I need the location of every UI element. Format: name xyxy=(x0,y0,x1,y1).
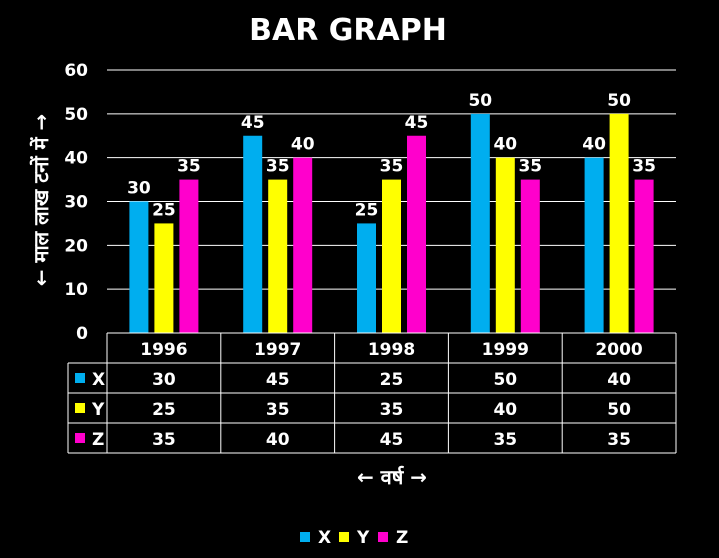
data-label: 40 xyxy=(493,135,517,155)
x-tick-label: 1996 xyxy=(140,340,187,360)
table-cell: 25 xyxy=(152,400,176,420)
legend-swatch xyxy=(339,532,349,542)
table-cell: 35 xyxy=(380,400,404,420)
data-label: 35 xyxy=(177,157,201,177)
data-label: 35 xyxy=(632,157,656,177)
table-cell: 50 xyxy=(607,400,631,420)
data-label: 50 xyxy=(468,91,492,111)
bar-y xyxy=(382,179,401,333)
data-label: 25 xyxy=(152,200,176,220)
y-tick-label: 30 xyxy=(64,193,88,213)
x-axis-label: ← वर्ष → xyxy=(357,465,427,489)
y-tick-label: 0 xyxy=(76,324,88,344)
table-cell: 35 xyxy=(607,430,631,450)
legend-swatch xyxy=(300,532,310,542)
table-cell: 35 xyxy=(266,400,290,420)
bar-y xyxy=(495,157,515,333)
table-cell: 35 xyxy=(493,430,517,450)
x-tick-label: 1999 xyxy=(482,340,529,360)
legend-label: Y xyxy=(356,528,370,548)
bar-x xyxy=(584,157,604,333)
y-axis-ticks: 0 10 20 30 40 50 60 xyxy=(64,61,88,344)
data-label: 25 xyxy=(355,200,379,220)
table-cell: 40 xyxy=(266,430,290,450)
data-label: 35 xyxy=(518,157,542,177)
bar-x xyxy=(243,135,263,333)
table-cell: 25 xyxy=(380,370,404,390)
bar-y xyxy=(609,113,629,333)
bar-x xyxy=(470,113,490,333)
bars xyxy=(129,113,654,333)
data-table: 1996 1997 1998 1999 2000 X 30 45 25 50 40 Y 25 35 35 40… xyxy=(67,332,677,454)
table-cell: 40 xyxy=(493,400,517,420)
bar-z xyxy=(293,157,313,333)
data-label: 35 xyxy=(266,157,290,177)
data-label: 45 xyxy=(405,113,429,133)
legend: X Y Z xyxy=(300,528,408,548)
bar-z xyxy=(634,179,654,333)
table-cell: 35 xyxy=(152,430,176,450)
y-tick-label: 50 xyxy=(64,105,88,125)
x-tick-label: 1997 xyxy=(254,340,301,360)
data-label: 40 xyxy=(582,135,606,155)
data-label: 30 xyxy=(127,179,151,199)
bar-x xyxy=(129,201,149,333)
table-series-name: Y xyxy=(91,400,105,420)
data-label: 35 xyxy=(380,157,404,177)
table-series-name: Z xyxy=(92,430,104,450)
table-series-swatch xyxy=(75,403,85,413)
table-cell: 45 xyxy=(380,430,404,450)
legend-label: X xyxy=(318,528,331,548)
bar-z xyxy=(407,135,426,333)
chart-title: BAR GRAPH xyxy=(249,13,447,48)
y-axis-label: ← माल लाख टनों में → xyxy=(29,114,53,286)
data-label: 45 xyxy=(241,113,265,133)
bar-x xyxy=(357,223,376,333)
table-series-swatch xyxy=(75,373,85,383)
table-cell: 45 xyxy=(266,370,290,390)
y-tick-label: 60 xyxy=(64,61,88,81)
table-cell: 40 xyxy=(607,370,631,390)
y-tick-label: 20 xyxy=(64,236,88,256)
table-series-name: X xyxy=(92,370,105,390)
y-tick-label: 40 xyxy=(64,149,88,169)
data-label: 50 xyxy=(607,91,631,111)
table-series-swatch xyxy=(75,433,85,443)
y-tick-label: 10 xyxy=(64,280,88,300)
legend-label: Z xyxy=(396,528,408,548)
bar-z xyxy=(520,179,540,333)
bar-y xyxy=(154,223,174,333)
legend-swatch xyxy=(378,532,388,542)
bar-y xyxy=(268,179,288,333)
data-label: 40 xyxy=(291,135,315,155)
table-cell: 50 xyxy=(493,370,517,390)
x-tick-label: 1998 xyxy=(368,340,415,360)
x-tick-label: 2000 xyxy=(595,340,642,360)
table-cell: 30 xyxy=(152,370,176,390)
bar-z xyxy=(179,179,199,333)
